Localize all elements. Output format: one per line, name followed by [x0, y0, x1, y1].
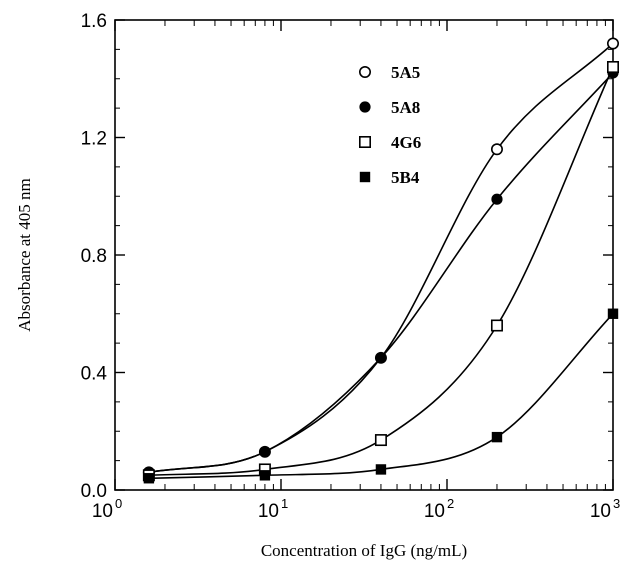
legend-marker-5a5	[358, 66, 371, 79]
y-tick-label: 1.2	[81, 129, 107, 150]
y-tick-label: 0.8	[81, 246, 107, 267]
legend-marker-5b4	[359, 171, 371, 183]
curve-5a5	[148, 42, 614, 474]
x-tick-label: 10	[424, 501, 445, 522]
legend-marker-5a8	[359, 101, 371, 113]
x-tick-exponent: 2	[447, 496, 454, 511]
y-tick-label: 0.4	[81, 364, 108, 385]
curve-5a8	[148, 72, 614, 474]
legend-label-5a5: 5A5	[391, 63, 420, 82]
x-tick-label: 10	[92, 501, 113, 522]
legend-label-5a8: 5A8	[391, 98, 420, 117]
x-tick-exponent: 0	[115, 496, 122, 511]
y-tick-label: 0.0	[81, 481, 107, 502]
point-5b4	[491, 431, 503, 443]
legend-marker-4g6	[358, 136, 371, 149]
x-tick-exponent: 3	[613, 496, 620, 511]
point-5a8	[259, 446, 271, 458]
legend-label-5b4: 5B4	[391, 168, 420, 187]
point-4g6	[374, 434, 387, 447]
point-4g6	[606, 60, 619, 73]
x-tick-label: 10	[258, 501, 279, 522]
legend-label-4g6: 4G6	[391, 133, 421, 152]
curve-4g6	[148, 66, 614, 477]
point-5a8	[491, 193, 503, 205]
point-5a5	[490, 143, 503, 156]
point-5b4	[375, 464, 387, 475]
curves	[148, 42, 614, 480]
point-5b4	[143, 473, 155, 484]
y-tick-label: 1.6	[81, 11, 107, 32]
plot-frame	[114, 19, 614, 491]
point-5b4	[607, 308, 619, 319]
axis-ticks: 0.00.40.81.21.610 0 10 1 10 2 10 3	[81, 11, 621, 522]
data-markers	[142, 37, 619, 484]
x-axis-label: Concentration of IgG (ng/mL)	[261, 541, 467, 560]
point-5a5	[606, 37, 619, 50]
point-5a8	[375, 352, 387, 364]
x-tick-exponent: 1	[281, 496, 288, 511]
point-5b4	[259, 470, 271, 481]
legend: 5A5 5A8 4G6 5B4	[358, 63, 421, 187]
y-axis-label: Absorbance at 405 nm	[15, 178, 34, 331]
curve-5b4	[148, 313, 614, 480]
x-tick-label: 10	[590, 501, 611, 522]
point-4g6	[490, 319, 503, 332]
